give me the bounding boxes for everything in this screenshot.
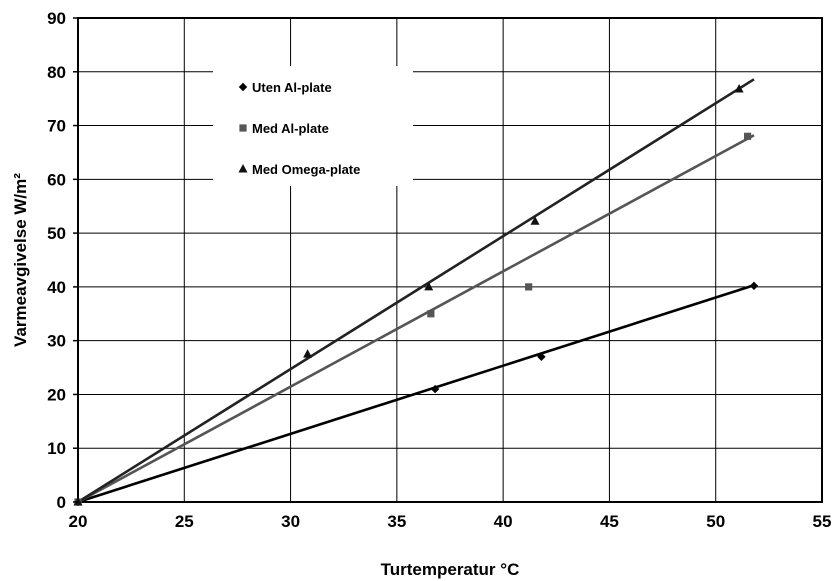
x-tick-label: 50 xyxy=(706,512,725,531)
y-tick-label: 40 xyxy=(47,278,66,297)
legend-label-2: Med Al-plate xyxy=(252,121,329,136)
x-tick-label: 20 xyxy=(69,512,88,531)
x-tick-label: 25 xyxy=(175,512,194,531)
plot-frame xyxy=(77,17,823,503)
y-axis-title: Varmeavgivelse W/m² xyxy=(11,173,30,347)
grid xyxy=(77,17,823,503)
data-point-series-3 xyxy=(424,281,434,291)
data-point-series-3 xyxy=(734,83,744,93)
data-points xyxy=(73,83,759,507)
x-tick-label: 55 xyxy=(813,512,832,531)
data-point-series-2 xyxy=(744,132,752,140)
data-point-series-1 xyxy=(537,352,546,361)
data-point-series-2 xyxy=(525,283,533,291)
data-point-series-3 xyxy=(303,349,313,358)
x-tick-label: 45 xyxy=(600,512,619,531)
trendline-series-3 xyxy=(77,78,755,504)
data-point-series-1 xyxy=(749,281,759,291)
y-tick-label: 60 xyxy=(47,170,66,189)
trendline-series-1 xyxy=(77,284,755,504)
legend: Uten Al-plate Med Al-plate Med Omega-plate xyxy=(213,66,413,186)
legend-marker-1 xyxy=(238,82,248,92)
data-point-series-2 xyxy=(427,310,435,318)
x-tick-label: 30 xyxy=(281,512,300,531)
y-axis-ticks: 0 10 20 30 40 50 60 70 80 90 xyxy=(47,9,78,512)
x-tick-label: 35 xyxy=(387,512,406,531)
legend-marker-3 xyxy=(238,164,248,173)
y-tick-label: 30 xyxy=(47,332,66,351)
legend-marker-2 xyxy=(239,124,247,132)
trendline-series-2 xyxy=(77,134,755,504)
data-point-series-3 xyxy=(530,216,540,225)
x-axis-ticks: 20 25 30 35 40 45 50 55 xyxy=(69,512,832,531)
y-tick-label: 50 xyxy=(47,224,66,243)
y-tick-label: 70 xyxy=(47,117,66,136)
legend-label-1: Uten Al-plate xyxy=(252,80,332,95)
x-tick-label: 40 xyxy=(494,512,513,531)
data-point-series-1 xyxy=(430,384,440,394)
x-axis-title: Turtemperatur °C xyxy=(381,560,520,579)
y-tick-label: 0 xyxy=(57,493,66,512)
y-tick-label: 10 xyxy=(47,439,66,458)
legend-label-3: Med Omega-plate xyxy=(252,162,360,177)
trendlines xyxy=(77,78,755,504)
y-tick-label: 90 xyxy=(47,9,66,28)
y-tick-label: 20 xyxy=(47,385,66,404)
y-tick-label: 80 xyxy=(47,63,66,82)
